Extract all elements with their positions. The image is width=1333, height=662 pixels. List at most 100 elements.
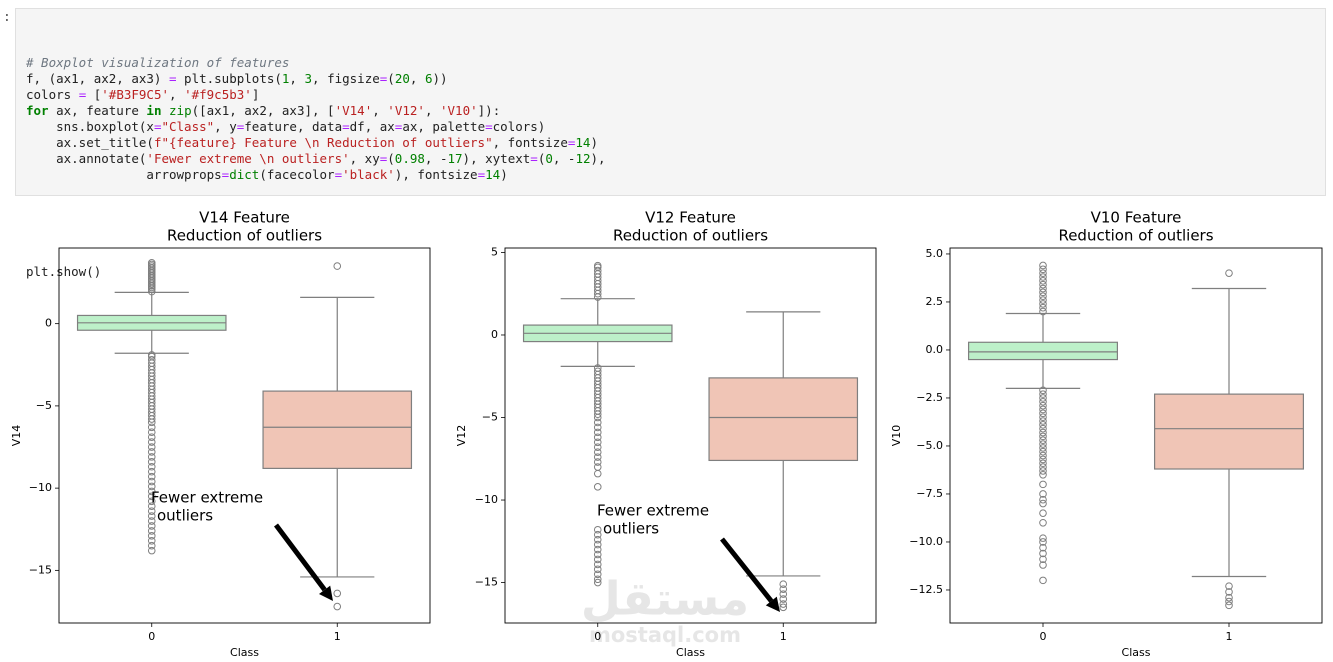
- outlier: [1225, 601, 1233, 610]
- outlier: [593, 530, 602, 539]
- plot-frame: [58, 247, 431, 624]
- outlier: [147, 423, 156, 432]
- outlier: [593, 469, 602, 478]
- box: [262, 390, 413, 469]
- y-tick-label: 0: [45, 317, 52, 330]
- outlier: [147, 428, 156, 437]
- outlier: [1039, 273, 1047, 281]
- outlier: [1039, 543, 1047, 552]
- box: [967, 341, 1118, 361]
- outlier: [147, 433, 156, 441]
- outlier: [1225, 588, 1233, 596]
- outlier: [779, 595, 788, 603]
- y-tick-label: 5.0: [926, 247, 944, 260]
- arrow-head: [319, 585, 333, 601]
- outlier: [593, 575, 602, 584]
- outlier: [147, 532, 156, 540]
- outlier: [593, 463, 602, 471]
- outlier: [1039, 534, 1047, 542]
- x-tick-label: 1: [334, 630, 341, 643]
- outlier: [1039, 269, 1047, 277]
- outlier: [593, 453, 602, 461]
- code-line: plt.show(): [26, 264, 102, 279]
- outlier: [1039, 428, 1047, 437]
- outlier: [593, 438, 602, 447]
- plot-frame: [504, 247, 877, 624]
- arrow-shaft: [720, 537, 774, 603]
- outlier: [593, 550, 602, 559]
- outlier: [593, 458, 602, 466]
- outlier: [1039, 451, 1047, 460]
- outlier: [593, 443, 602, 452]
- code-cell[interactable]: # Boxplot visualization of features f, (a…: [15, 8, 1326, 279]
- outlier: [1039, 307, 1047, 316]
- outlier: [147, 418, 156, 427]
- outlier: [779, 603, 788, 612]
- x-tick-label: 1: [780, 630, 787, 643]
- outlier: [1039, 459, 1047, 468]
- code-lines: # Boxplot visualization of features f, (a…: [26, 55, 1325, 183]
- outlier: [593, 565, 602, 574]
- y-tick-label: 0: [491, 328, 498, 341]
- x-tick-label: 0: [594, 630, 601, 643]
- outlier: [593, 428, 602, 437]
- outlier: [147, 487, 156, 496]
- cell-prompt: :: [3, 10, 11, 25]
- x-axis-label: Class: [676, 646, 705, 659]
- y-tick-label: −5.0: [916, 439, 943, 452]
- outlier: [593, 423, 602, 432]
- code-line: # Boxplot visualization of features: [26, 55, 290, 70]
- annotation: outliers: [157, 507, 213, 525]
- outlier: [1039, 555, 1047, 564]
- outlier: [1039, 440, 1047, 448]
- outlier: [1039, 284, 1047, 293]
- outlier: [147, 467, 156, 476]
- outlier: [593, 545, 602, 554]
- outlier: [147, 472, 156, 481]
- watermark-site: mostaql.com: [589, 623, 741, 647]
- y-tick-label: 0.0: [926, 343, 944, 356]
- outlier: [593, 578, 602, 587]
- outlier: [147, 512, 156, 520]
- y-axis-label: V10: [890, 425, 903, 447]
- outlier: [779, 580, 788, 589]
- outlier: [1039, 421, 1047, 429]
- chart-title: V10 Feature: [1091, 209, 1182, 227]
- outlier: [1039, 265, 1047, 274]
- y-tick-label: −10.0: [909, 535, 943, 548]
- outlier: [1039, 394, 1047, 402]
- y-tick-label: 2.5: [926, 295, 944, 308]
- outlier: [147, 453, 156, 461]
- outlier: [1039, 401, 1047, 410]
- outlier: [333, 602, 342, 611]
- outlier: [147, 517, 156, 525]
- chart-subtitle: Reduction of outliers: [613, 227, 768, 245]
- outlier: [1039, 490, 1047, 498]
- outlier: [779, 600, 788, 608]
- box: [1153, 393, 1304, 470]
- outlier: [147, 462, 156, 471]
- y-tick-label: 5: [491, 245, 498, 258]
- outlier: [147, 502, 156, 511]
- y-tick-label: −5: [36, 399, 52, 412]
- outlier: [593, 540, 602, 549]
- arrow-shaft: [274, 523, 327, 592]
- outlier: [1039, 261, 1047, 270]
- outlier: [1039, 561, 1047, 569]
- outlier: [147, 458, 156, 466]
- outlier: [1039, 300, 1047, 308]
- outlier: [1039, 413, 1047, 421]
- outlier: [1039, 509, 1047, 517]
- outlier: [593, 433, 602, 442]
- y-axis-label: V14: [10, 425, 23, 447]
- code-line: colors = ['#B3F9C5', '#f9c5b3']: [26, 87, 260, 102]
- outlier: [1039, 390, 1047, 398]
- outlier: [593, 410, 602, 419]
- outlier: [147, 482, 156, 491]
- y-tick-label: −7.5: [916, 487, 943, 500]
- outlier: [1039, 467, 1047, 475]
- y-tick-label: −12.5: [909, 583, 943, 596]
- x-tick-label: 1: [1226, 630, 1233, 643]
- x-tick-label: 0: [148, 630, 155, 643]
